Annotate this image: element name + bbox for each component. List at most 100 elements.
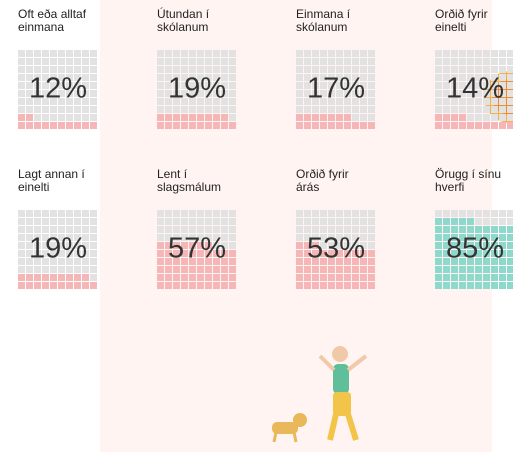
empty-cell: [475, 50, 482, 57]
empty-cell: [26, 234, 33, 241]
filled-cell: [336, 258, 343, 265]
filled-cell: [181, 242, 188, 249]
empty-cell: [435, 50, 442, 57]
empty-cell: [459, 82, 466, 89]
empty-cell: [82, 74, 89, 81]
empty-cell: [26, 74, 33, 81]
filled-cell: [82, 274, 89, 281]
filled-cell: [296, 274, 303, 281]
empty-cell: [74, 258, 81, 265]
filled-cell: [165, 242, 172, 249]
filled-cell: [459, 250, 466, 257]
empty-cell: [360, 226, 367, 233]
filled-cell: [467, 218, 474, 225]
empty-cell: [205, 98, 212, 105]
empty-cell: [507, 98, 513, 105]
empty-cell: [483, 98, 490, 105]
filled-cell: [360, 266, 367, 273]
empty-cell: [491, 50, 498, 57]
filled-cell: [304, 266, 311, 273]
empty-cell: [475, 106, 482, 113]
empty-cell: [165, 66, 172, 73]
filled-cell: [229, 282, 236, 289]
empty-cell: [50, 242, 57, 249]
empty-cell: [173, 226, 180, 233]
empty-cell: [26, 210, 33, 217]
filled-cell: [197, 274, 204, 281]
empty-cell: [165, 50, 172, 57]
empty-cell: [42, 98, 49, 105]
empty-cell: [312, 50, 319, 57]
card-label: Einmana í: [296, 7, 351, 21]
filled-cell: [368, 122, 375, 129]
empty-cell: [467, 98, 474, 105]
filled-cell: [312, 258, 319, 265]
filled-cell: [467, 266, 474, 273]
filled-cell: [507, 250, 513, 257]
filled-cell: [459, 114, 466, 121]
filled-cell: [229, 122, 236, 129]
empty-cell: [312, 106, 319, 113]
empty-cell: [459, 50, 466, 57]
empty-cell: [50, 106, 57, 113]
filled-cell: [42, 122, 49, 129]
filled-cell: [26, 274, 33, 281]
empty-cell: [443, 82, 450, 89]
empty-cell: [18, 66, 25, 73]
empty-cell: [74, 210, 81, 217]
empty-cell: [435, 210, 442, 217]
empty-cell: [229, 98, 236, 105]
empty-cell: [26, 66, 33, 73]
empty-cell: [320, 50, 327, 57]
filled-cell: [491, 242, 498, 249]
percent-label: 85%: [446, 233, 504, 265]
filled-cell: [328, 274, 335, 281]
empty-cell: [368, 226, 375, 233]
empty-cell: [435, 90, 442, 97]
empty-cell: [18, 98, 25, 105]
empty-cell: [483, 114, 490, 121]
filled-cell: [58, 282, 65, 289]
empty-cell: [66, 210, 73, 217]
empty-cell: [50, 210, 57, 217]
filled-cell: [82, 122, 89, 129]
empty-cell: [181, 234, 188, 241]
percent-label: 19%: [168, 73, 226, 105]
filled-cell: [435, 218, 442, 225]
empty-cell: [42, 242, 49, 249]
filled-cell: [467, 234, 474, 241]
empty-cell: [58, 114, 65, 121]
filled-cell: [50, 274, 57, 281]
empty-cell: [467, 114, 474, 121]
empty-cell: [34, 74, 41, 81]
empty-cell: [443, 210, 450, 217]
empty-cell: [483, 74, 490, 81]
empty-cell: [26, 50, 33, 57]
empty-cell: [90, 82, 97, 89]
empty-cell: [82, 242, 89, 249]
filled-cell: [352, 274, 359, 281]
empty-cell: [157, 106, 164, 113]
empty-cell: [344, 98, 351, 105]
filled-cell: [507, 122, 513, 129]
filled-cell: [18, 122, 25, 129]
empty-cell: [352, 90, 359, 97]
empty-cell: [189, 98, 196, 105]
filled-cell: [475, 250, 482, 257]
empty-cell: [312, 98, 319, 105]
filled-cell: [221, 122, 228, 129]
empty-cell: [18, 210, 25, 217]
empty-cell: [312, 82, 319, 89]
empty-cell: [328, 226, 335, 233]
filled-cell: [483, 258, 490, 265]
empty-cell: [34, 242, 41, 249]
empty-cell: [336, 234, 343, 241]
empty-cell: [320, 218, 327, 225]
empty-cell: [34, 250, 41, 257]
empty-cell: [344, 58, 351, 65]
empty-cell: [50, 50, 57, 57]
empty-cell: [304, 226, 311, 233]
filled-cell: [296, 122, 303, 129]
